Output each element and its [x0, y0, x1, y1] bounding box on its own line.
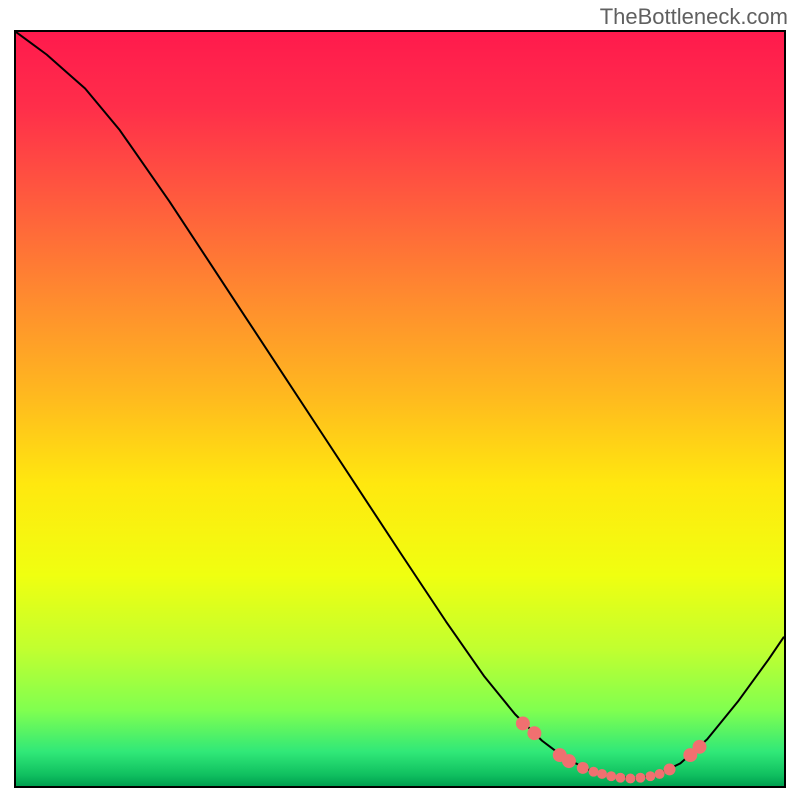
data-dot	[693, 740, 707, 754]
data-dot	[589, 767, 599, 777]
data-dot	[635, 773, 645, 783]
chart-frame: TheBottleneck.com	[0, 0, 800, 800]
data-dot	[562, 754, 576, 768]
data-dot	[606, 771, 616, 781]
data-dot	[597, 769, 607, 779]
data-dot	[655, 769, 665, 779]
data-dot	[516, 716, 530, 730]
data-dot	[645, 771, 655, 781]
data-dot	[625, 773, 635, 783]
watermark-text: TheBottleneck.com	[600, 4, 788, 30]
plot-svg	[16, 32, 784, 786]
data-dot	[664, 763, 676, 775]
plot-area	[14, 30, 786, 788]
data-dot	[615, 773, 625, 783]
data-dot	[577, 762, 589, 774]
data-dot	[527, 726, 541, 740]
